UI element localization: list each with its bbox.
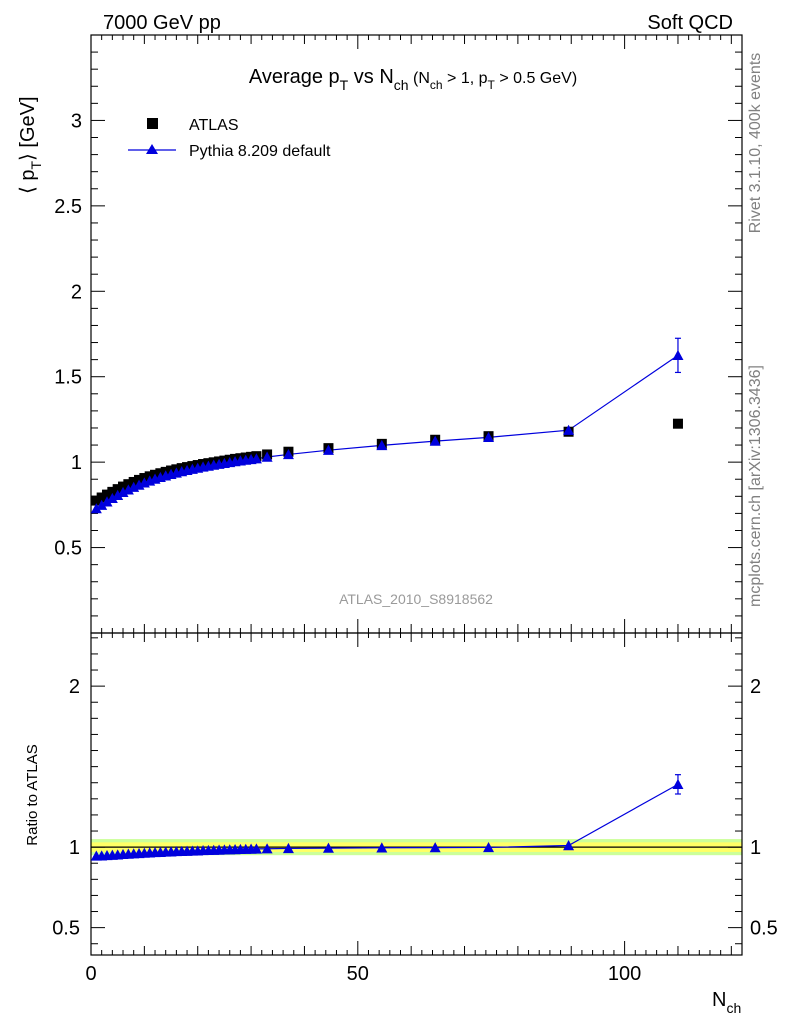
main-y-tick-label: 2.5 [54,196,82,218]
ratio-point [429,842,441,853]
legend-pythia-label: Pythia 8.209 default [189,143,331,160]
ratio-plot-frame [90,632,743,956]
analysis-watermark: ATLAS_2010_S8918562 [339,591,493,607]
category-label: Soft QCD [647,12,733,34]
ratio-y-tick-label-right: 0.5 [750,918,778,940]
legend-atlas-marker [147,118,158,129]
ratio-panel: 0 50 100 0.5 0.5 1 1 2 2 [52,632,778,985]
ratio-point [563,840,575,851]
ratio-point [376,842,388,853]
x-tick-label: 0 [85,963,96,985]
main-y-tick-label: 1 [71,452,82,474]
legend: ATLAS Pythia 8.209 default [128,117,331,160]
atlas-point [107,486,118,497]
pythia-point [261,451,273,462]
pythia-point [106,492,118,504]
ratio-y-tick-label-right: 2 [750,676,761,698]
ratio-y-tick-label: 2 [69,676,80,698]
main-y-tick-label: 2 [71,281,82,303]
ratio-point [282,842,294,854]
ratio-point [250,843,262,854]
pythia-point [117,486,129,498]
pythia-line [96,354,679,510]
atlas-point [672,418,683,429]
pythia-point [322,444,334,455]
main-y-tick-label: 1.5 [54,367,82,389]
atlas-point [123,479,134,490]
main-panel: 0.5 1 1.5 2 2.5 3 [54,34,743,634]
ratio-y-axis-label: Ratio to ATLAS [24,744,41,845]
plot-title: Average pT vs Nch (Nch > 1, pT > 0.5 GeV… [249,66,577,93]
pythia-point [250,453,262,464]
pythia-point [112,489,124,500]
x-tick-label: 50 [347,963,369,985]
pythia-point [282,448,294,460]
ratio-y-tick-label-right: 1 [750,837,761,859]
atlas-point [112,484,123,495]
ratio-point [672,778,684,790]
pythia-point [376,439,388,451]
x-tick-label: 100 [608,963,641,985]
energy-label: 7000 GeV pp [103,12,221,34]
x-axis-label: Nch [712,989,741,1016]
pythia-point [563,424,575,435]
legend-pythia-marker [146,144,158,154]
mcplots-reference-label: mcplots.cern.ch [arXiv:1306.3436] [747,365,764,607]
ratio-point [261,843,273,854]
ratio-y-tick-label: 0.5 [52,918,80,940]
atlas-point [118,481,129,492]
main-y-tick-label: 0.5 [54,538,82,560]
pythia-point [429,435,441,446]
pythia-point [101,496,113,507]
atlas-point [91,495,102,506]
ratio-point [483,841,495,853]
main-y-tick-label: 3 [71,110,82,132]
rivet-version-label: Rivet 3.1.10, 400k events [747,53,764,234]
atlas-point [96,492,107,503]
pythia-point [122,484,134,495]
pythia-point [96,499,108,510]
atlas-point [102,489,113,500]
pythia-point [672,349,684,361]
pythia-point [90,503,102,514]
ratio-y-tick-label: 1 [69,837,80,859]
main-y-axis-label: ⟨ pT⟩ [GeV] [17,96,44,194]
ratio-point [322,842,334,853]
pythia-point [483,431,495,443]
legend-atlas-label: ATLAS [189,117,239,134]
